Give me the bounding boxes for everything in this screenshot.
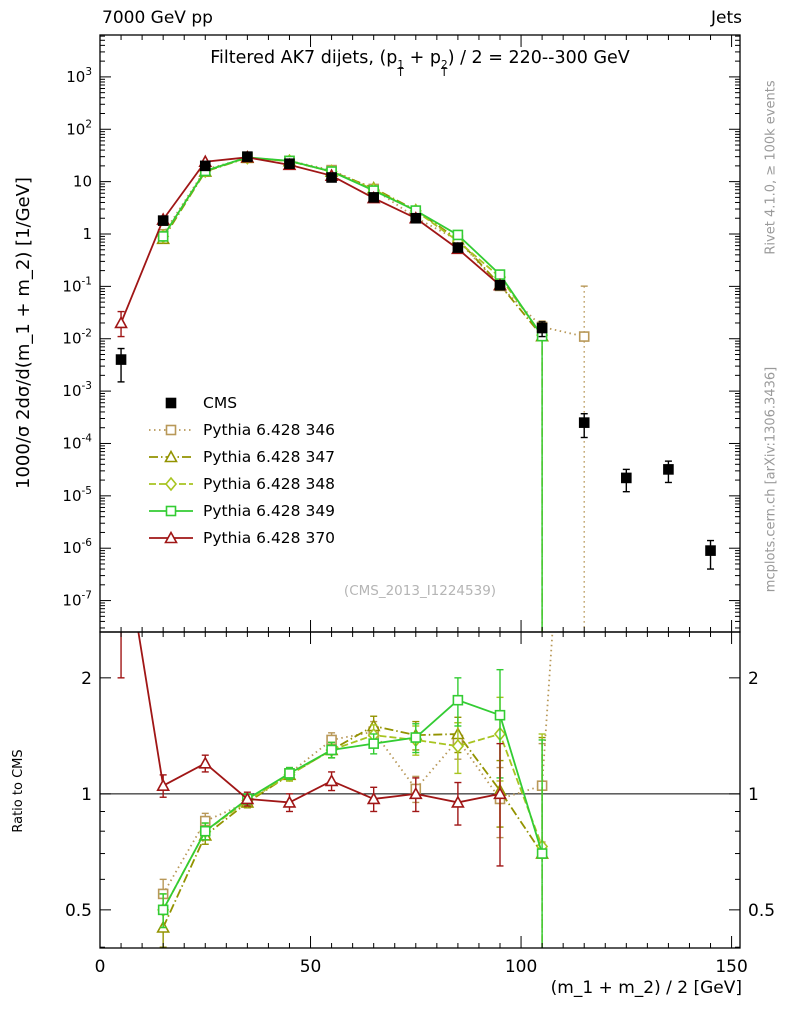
ratio-panel: [100, 632, 740, 948]
square-marker-icon: [165, 397, 177, 408]
series-cms: [115, 151, 716, 570]
ratio-tick-label-right: 0.5: [748, 901, 775, 921]
legend-item-cms: CMS: [148, 389, 335, 416]
triangle-marker-icon: [149, 449, 193, 462]
xtick-label: 100: [505, 957, 537, 977]
legend-label: Pythia 6.428 349: [203, 501, 336, 520]
title-text: + p: [404, 48, 441, 68]
xtick-label: 50: [300, 957, 322, 977]
mcplots-reference-text: mcplots.cern.ch [arXiv:1306.3436]: [763, 366, 779, 593]
xtick-label: 0: [95, 957, 106, 977]
ytick-label: 10: [73, 173, 92, 191]
ytick-label: 10-5: [62, 485, 92, 505]
triangle-marker-icon: [149, 530, 193, 543]
ratio-tick-label-left: 0.5: [65, 901, 92, 921]
legend-item-pythia-6-428-370: Pythia 6.428 370: [148, 524, 335, 551]
ratio-tick-label-right: 2: [748, 669, 759, 689]
square-marker-icon: [149, 424, 193, 435]
yaxis-label-main: 1000/σ 2dσ/d(m_1 + m_2) [1/GeV]: [13, 177, 34, 489]
plot-title: Filtered AK7 dijets, (p 1 T + p 2 T) / 2 = 2…: [100, 48, 740, 80]
xtick-label: 150: [715, 957, 747, 977]
series-pythia-6-428-370: [114, 150, 507, 338]
ytick-label: 1: [82, 225, 92, 243]
ytick-label: 102: [66, 118, 92, 138]
ratio-tick-label-right: 1: [748, 785, 759, 805]
square-marker-icon: [149, 505, 193, 516]
series-pythia-6-428-370: [117, 632, 507, 867]
ratio-panel-frame: [99, 631, 741, 949]
main-panel: [114, 150, 716, 632]
legend-label: CMS: [203, 393, 238, 412]
legend-item-pythia-6-428-346: Pythia 6.428 346: [148, 416, 335, 443]
ytick-label: 10-3: [62, 380, 92, 400]
legend-label: Pythia 6.428 346: [203, 420, 336, 439]
ratio-tick-label-left: 2: [81, 669, 92, 689]
ytick-label: 103: [66, 66, 92, 86]
title-text: ) / 2 = 220--300 GeV: [447, 48, 630, 68]
legend-item-pythia-6-428-347: Pythia 6.428 347: [148, 443, 335, 470]
beam-energy-title: 7000 GeV pp: [102, 8, 213, 28]
series-pythia-6-428-349: [157, 668, 548, 948]
ratio-tick-label-left: 1: [81, 785, 92, 805]
ytick-label: 10-6: [62, 537, 92, 557]
series-pythia-6-428-347: [156, 715, 549, 948]
legend-item-pythia-6-428-348: Pythia 6.428 348: [148, 470, 335, 497]
process-title: Jets: [711, 8, 742, 28]
rivet-version-text: Rivet 4.1.0, ≥ 100k events: [763, 80, 779, 255]
legend-label: Pythia 6.428 347: [203, 447, 336, 466]
diamond-marker-icon: [149, 476, 193, 491]
title-text: Filtered AK7 dijets, (p: [210, 48, 398, 68]
ytick-label: 10-1: [62, 275, 92, 295]
legend: CMS Pythia 6.428 346 Pythia 6.428 347 Pythi…: [148, 389, 335, 551]
yaxis-label-ratio: Ratio to CMS: [11, 749, 26, 833]
analysis-id-watermark: (CMS_2013_I1224539): [343, 583, 497, 599]
ytick-label: 10-2: [62, 328, 92, 348]
ytick-label: 10-7: [62, 590, 92, 610]
legend-item-pythia-6-428-349: Pythia 6.428 349: [148, 497, 335, 524]
legend-label: Pythia 6.428 348: [203, 474, 336, 493]
xaxis-label: (m_1 + m_2) / 2 [GeV]: [550, 978, 742, 998]
legend-label: Pythia 6.428 370: [203, 528, 336, 547]
ytick-label: 10-4: [62, 432, 92, 452]
